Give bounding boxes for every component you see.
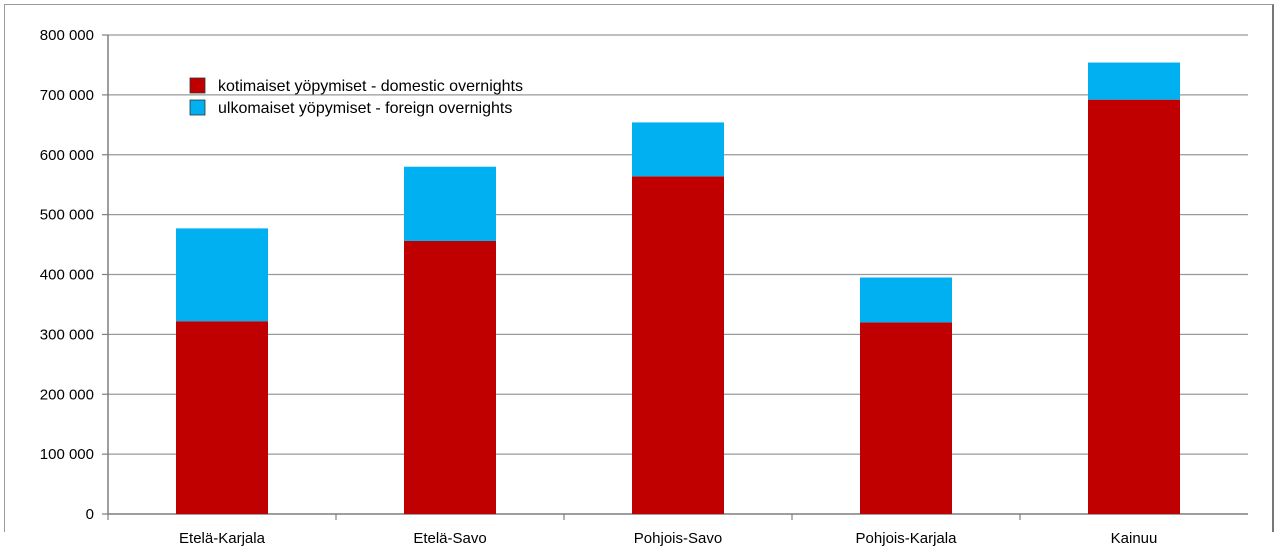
legend-swatch-domestic <box>189 77 206 94</box>
x-tick-label: Etelä-Savo <box>413 530 486 547</box>
bar-segment-foreign <box>176 228 268 322</box>
legend-swatch-foreign <box>189 99 206 116</box>
bar-segment-foreign <box>1088 62 1180 100</box>
bar-segment-domestic <box>860 322 952 514</box>
y-tick-label: 500 000 <box>40 207 94 224</box>
y-tick-label: 0 <box>86 506 94 523</box>
y-tick-label: 400 000 <box>40 267 94 284</box>
y-tick-label: 600 000 <box>40 147 94 164</box>
y-tick-label: 700 000 <box>40 87 94 104</box>
bar-segment-foreign <box>404 166 496 241</box>
x-tick-label: Kainuu <box>1111 530 1158 547</box>
y-tick-label: 800 000 <box>40 27 94 44</box>
x-tick-label: Pohjois-Karjala <box>856 530 958 547</box>
bar-segment-foreign <box>632 122 724 177</box>
x-tick-label: Etelä-Karjala <box>179 530 266 547</box>
x-tick-label: Pohjois-Savo <box>634 530 722 547</box>
y-tick-label: 200 000 <box>40 386 94 403</box>
bar-segment-foreign <box>860 277 952 323</box>
bar-segment-domestic <box>176 321 268 514</box>
bar-segment-domestic <box>1088 99 1180 514</box>
bar-segment-domestic <box>632 176 724 514</box>
y-tick-label: 100 000 <box>40 446 94 463</box>
legend-label: kotimaiset yöpymiset - domestic overnigh… <box>218 78 523 95</box>
y-tick-label: 300 000 <box>40 326 94 343</box>
legend-label: ulkomaiset yöpymiset - foreign overnight… <box>218 100 512 117</box>
bar-segment-domestic <box>404 240 496 514</box>
chart-frame <box>4 4 1274 532</box>
